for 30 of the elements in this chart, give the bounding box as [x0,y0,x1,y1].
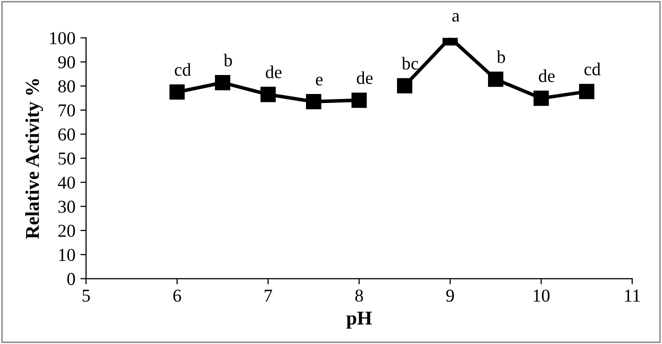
annotation: bc [402,56,418,70]
x-tick-label: 6 [173,290,182,302]
y-tick-label: 80 [58,80,75,92]
y-tick-label: 100 [50,32,75,44]
annotation: cd [174,63,191,76]
annotation: b [496,50,506,64]
y-tick-label: 40 [58,176,75,189]
annotation: e [316,76,323,86]
annotation: b [224,54,232,66]
annotation: cd [584,62,601,76]
x-axis-title: pH [346,312,372,329]
y-tick-label: 0 [67,272,75,286]
x-tick-label: 10 [534,290,550,302]
x-tick-label: 9 [446,290,454,302]
y-tick-label: 30 [58,200,75,213]
y-tick-label: 60 [58,128,75,141]
y-tick-label: 10 [59,248,75,261]
annotation: de [356,71,373,84]
y-tick-label: 70 [58,104,75,117]
x-tick-label: 8 [355,290,363,302]
x-tick-label: 11 [625,290,640,302]
annotation: a [452,13,460,22]
y-tick-label: 50 [58,152,75,165]
y-axis-title: Relative Activity % [25,79,44,239]
y-tick-label: 90 [58,56,75,68]
annotation: de [266,66,282,78]
x-tick-label: 5 [82,290,90,302]
x-tick-label: 7 [264,290,272,302]
y-tick-label: 20 [58,224,75,237]
annotation: de [538,69,555,82]
